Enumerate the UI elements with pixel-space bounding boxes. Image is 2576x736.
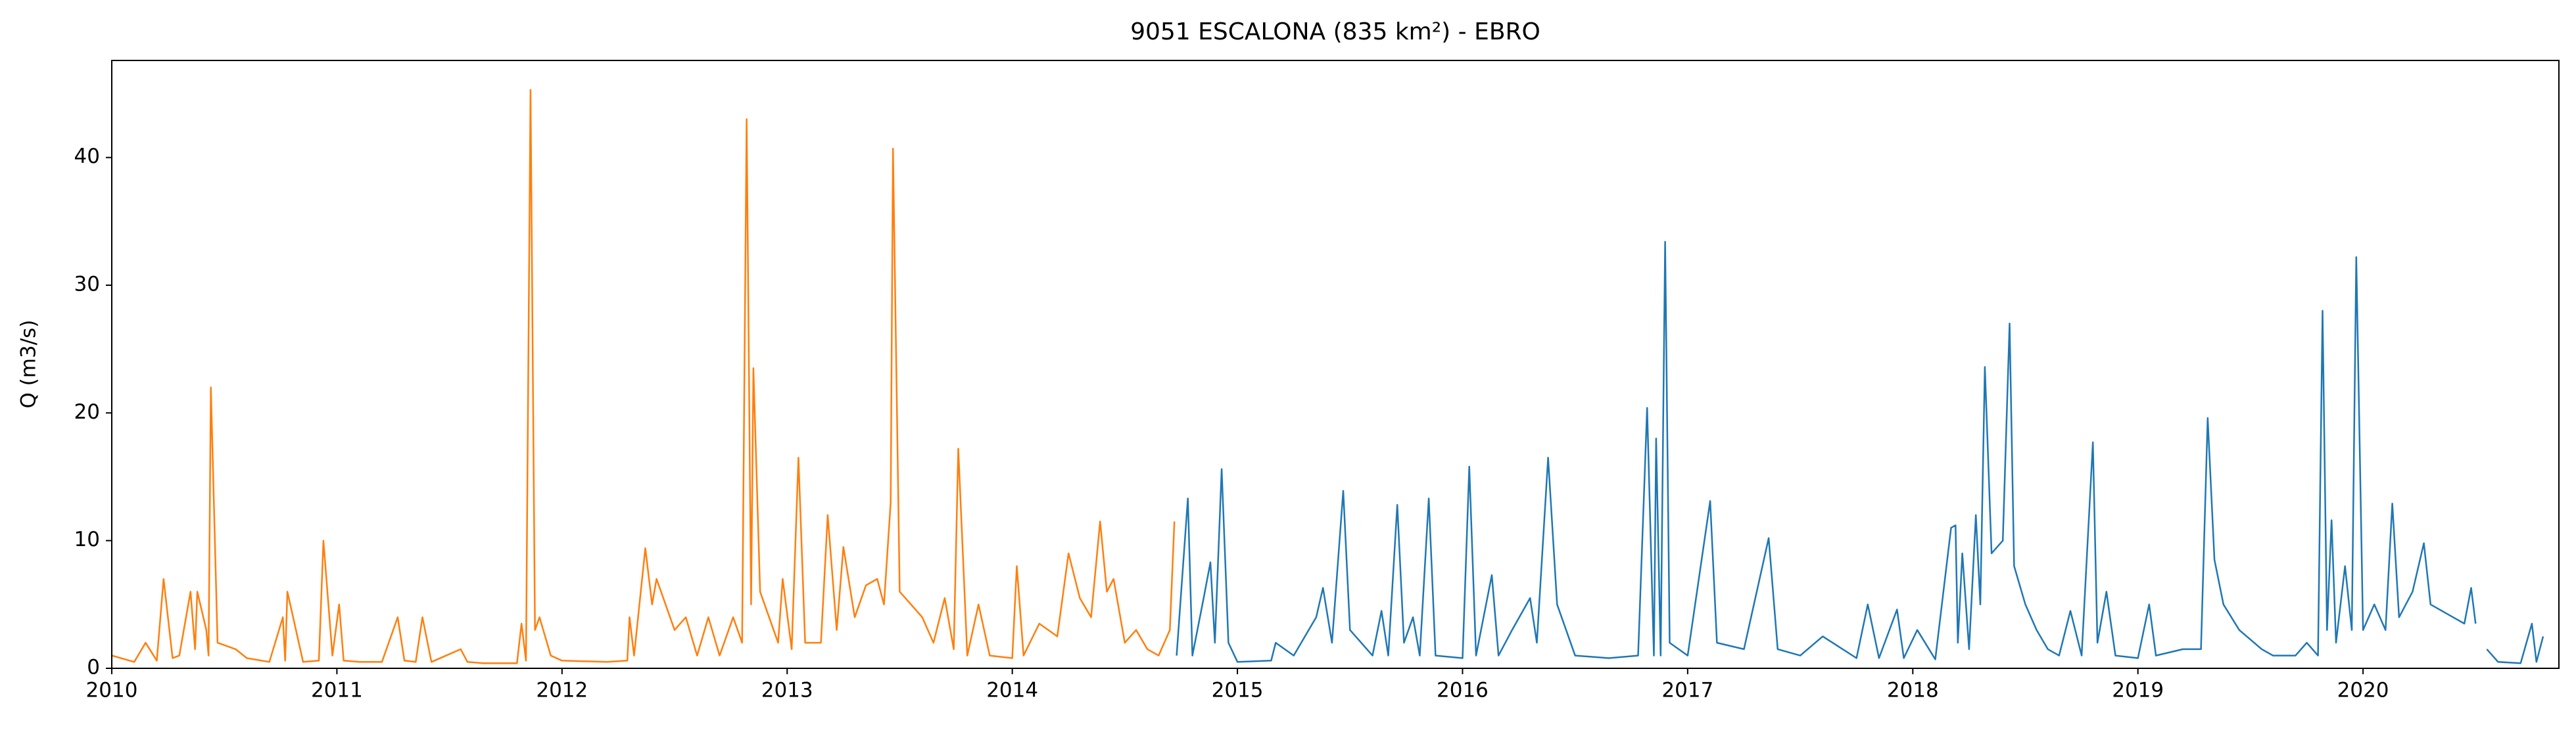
x-tick-label: 2020: [2337, 679, 2389, 702]
x-tick-label: 2014: [986, 679, 1038, 702]
data-line: [111, 89, 1176, 664]
y-tick-label: 30: [74, 273, 100, 296]
x-tick-label: 2017: [1661, 679, 1713, 702]
data-line: [1176, 241, 2544, 664]
x-tick-label: 2015: [1212, 679, 1264, 702]
chart-title: 9051 ESCALONA (835 km²) - EBRO: [1130, 18, 1540, 45]
y-tick-label: 40: [74, 145, 100, 168]
x-tick-label: 2018: [1887, 679, 1939, 702]
y-tick-label: 0: [87, 656, 100, 679]
x-tick-label: 2016: [1437, 679, 1489, 702]
x-tick-label: 2010: [86, 679, 138, 702]
x-tick-label: 2012: [536, 679, 588, 702]
axes-frame: [111, 60, 2560, 669]
x-tick-label: 2011: [311, 679, 363, 702]
y-tick-label: 20: [74, 400, 100, 424]
x-tick-label: 2013: [761, 679, 813, 702]
y-tick-label: 10: [74, 528, 100, 551]
y-axis-label: Q (m3/s): [17, 320, 41, 409]
x-tick-label: 2019: [2112, 679, 2164, 702]
